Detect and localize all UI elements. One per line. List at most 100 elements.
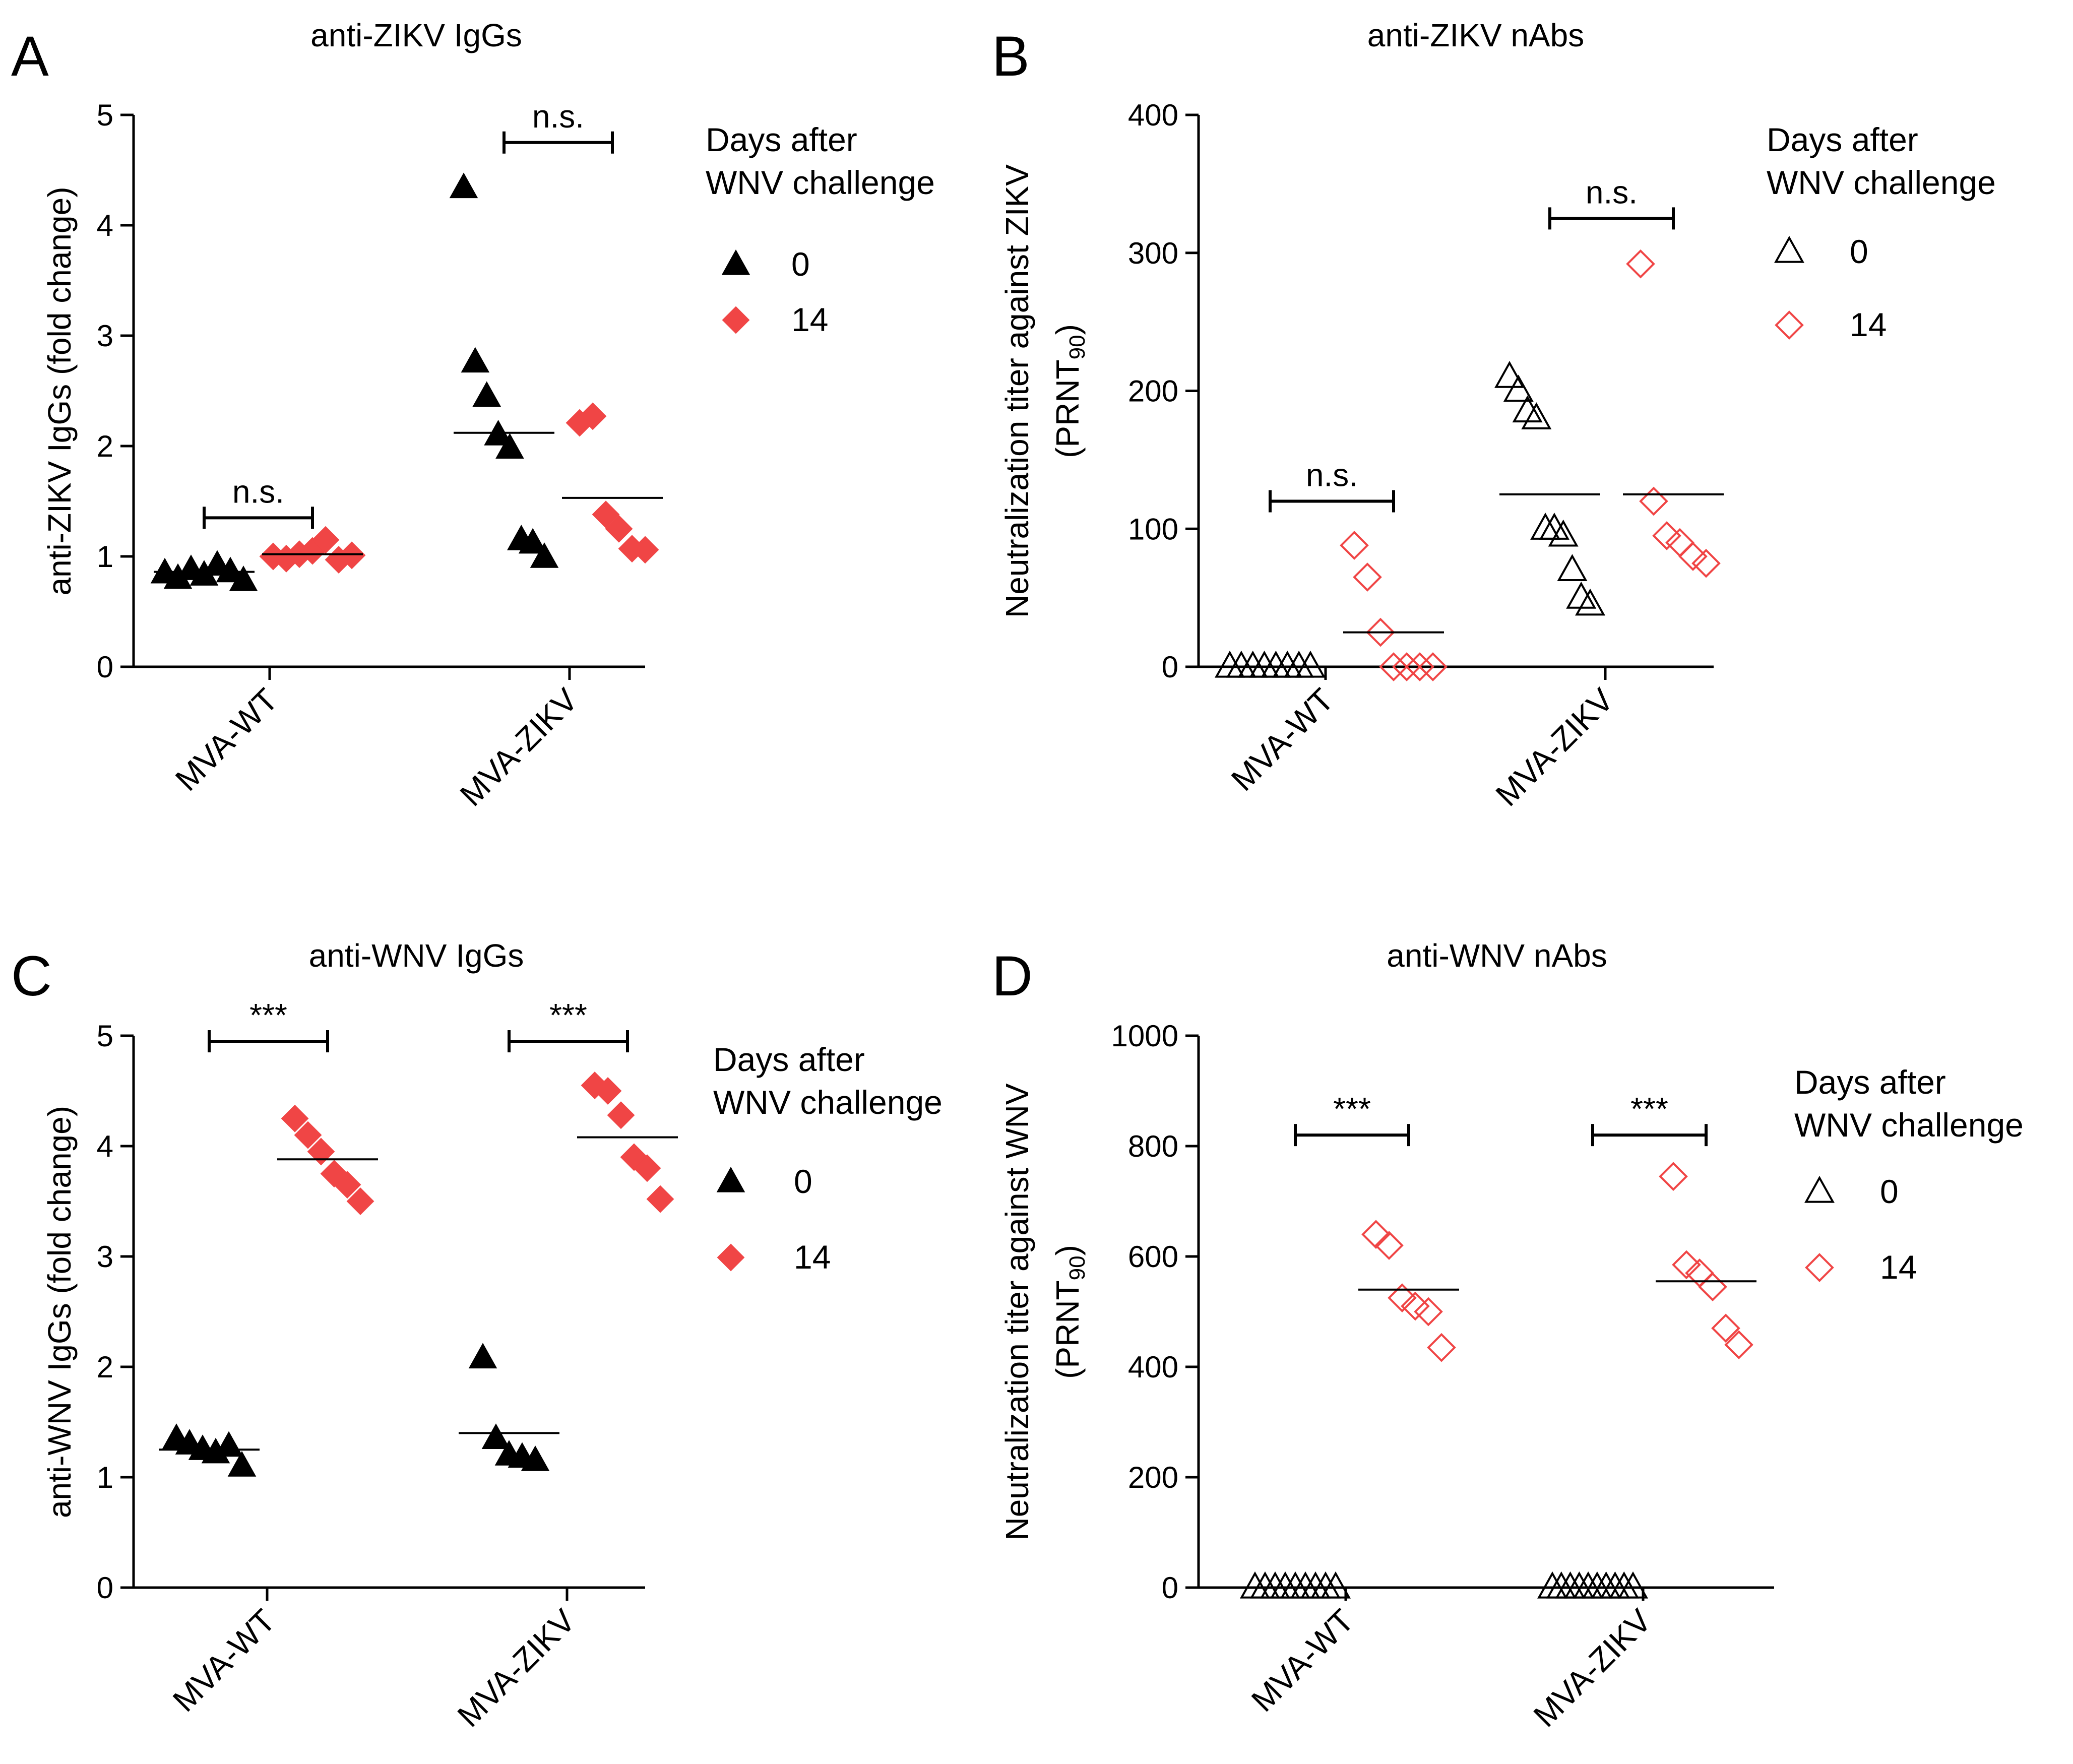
point-day14-mva-zikv <box>1665 528 1694 557</box>
significance-label: *** <box>1333 1091 1371 1127</box>
point-day0-mva-zikv <box>1582 1571 1612 1599</box>
point-day0-mva-wt <box>227 1451 257 1477</box>
significance-bracket <box>208 1030 329 1052</box>
point-day14-mva-zikv <box>1639 486 1668 516</box>
x-category-label: MVA-ZIKV <box>1489 681 1620 813</box>
point-day0-mva-zikv <box>1573 1571 1604 1599</box>
point-day0-mva-zikv <box>521 1445 550 1471</box>
point-day14-mva-zikv <box>579 402 607 430</box>
significance-label: *** <box>249 997 287 1033</box>
legend-marker <box>722 306 750 334</box>
y-tick-label: 5 <box>97 98 113 132</box>
legend-title: Days after <box>713 1041 865 1078</box>
point-day14-mva-wt <box>346 1187 374 1215</box>
point-day14-mva-zikv <box>605 515 633 543</box>
point-day0-mva-zikv <box>1575 588 1606 616</box>
point-day14-mva-wt <box>294 1121 322 1149</box>
point-day0-mva-zikv <box>1600 1571 1630 1599</box>
point-day14-mva-zikv <box>592 500 620 529</box>
significance-label: n.s. <box>1586 174 1638 210</box>
legend-title: Days after <box>1767 121 1918 158</box>
point-day14-mva-wt <box>1366 617 1395 647</box>
y-tick-label: 1 <box>97 540 113 574</box>
point-day14-mva-zikv <box>1659 1162 1688 1191</box>
panel-letter: B <box>992 25 1030 88</box>
y-tick-label: 300 <box>1128 236 1178 270</box>
point-day14-mva-wt <box>1374 1231 1404 1260</box>
legend-title: WNV challenge <box>713 1084 943 1121</box>
legend-marker <box>1774 235 1805 263</box>
point-day14-mva-wt <box>338 541 366 570</box>
legend-label: 14 <box>1850 306 1887 343</box>
legend-marker <box>1804 1175 1835 1203</box>
point-day14-mva-zikv <box>607 1101 635 1129</box>
point-day0-mva-zikv <box>1537 1571 1568 1599</box>
point-day0-mva-zikv <box>449 172 478 199</box>
legend-label: 0 <box>1850 233 1868 270</box>
point-day14-mva-wt <box>1414 1297 1443 1327</box>
y-tick-label: 1 <box>97 1461 113 1494</box>
legend-marker <box>721 249 750 275</box>
point-day0-mva-zikv <box>1539 513 1569 540</box>
y-tick-label: 0 <box>97 650 113 684</box>
y-tick-label: 1000 <box>1111 1019 1178 1053</box>
panel-letter: A <box>11 25 49 88</box>
x-category-label: MVA-WT <box>166 1602 282 1719</box>
point-day14-mva-wt <box>1379 652 1408 681</box>
y-tick-label: 2 <box>97 429 113 463</box>
point-day14-mva-wt <box>1388 1283 1417 1312</box>
significance-label: *** <box>1630 1091 1668 1127</box>
y-axis-title: anti-ZIKV IgGs (fold change) <box>41 186 78 595</box>
legend-label: 0 <box>794 1163 812 1200</box>
y-axis-title: anti-WNV IgGs (fold change) <box>41 1106 78 1518</box>
chart-title: anti-ZIKV nAbs <box>1367 17 1584 53</box>
point-day14-mva-zikv <box>594 1077 622 1105</box>
point-day14-mva-wt <box>1405 652 1434 681</box>
point-day0-mva-zikv <box>530 542 559 568</box>
legend-title: Days after <box>706 121 857 158</box>
y-tick-label: 4 <box>97 209 113 242</box>
point-day0-mva-zikv <box>1591 1571 1621 1599</box>
legend-label: 14 <box>791 301 828 338</box>
point-day0-mva-zikv <box>461 347 490 373</box>
legend-marker <box>1775 310 1804 340</box>
legend-marker <box>1805 1253 1834 1282</box>
y-tick-label: 2 <box>97 1350 113 1384</box>
legend-marker <box>716 1166 745 1192</box>
point-day0-mva-wt <box>216 556 245 583</box>
point-day14-mva-wt <box>1418 652 1448 681</box>
significance-bracket <box>1269 490 1395 513</box>
legend-title: WNV challenge <box>1794 1106 2024 1144</box>
chart-title: anti-ZIKV IgGs <box>310 17 522 53</box>
point-day14-mva-zikv <box>1652 521 1681 550</box>
significance-label: n.s. <box>1306 457 1358 493</box>
significance-bracket <box>203 507 314 529</box>
point-day0-mva-zikv <box>1564 1571 1595 1599</box>
point-day14-mva-zikv <box>633 1154 661 1182</box>
point-day14-mva-wt <box>1361 1220 1391 1249</box>
point-day0-mva-zikv <box>518 528 547 554</box>
x-category-label: MVA-ZIKV <box>1527 1602 1658 1734</box>
point-day0-mva-zikv <box>481 1423 511 1449</box>
point-day14-mva-zikv <box>631 536 659 564</box>
point-day0-mva-zikv <box>468 1343 497 1369</box>
point-day14-mva-wt <box>1392 652 1421 681</box>
point-day0-mva-zikv <box>1609 1571 1640 1599</box>
y-axis-title: Neutralization titer against WNV <box>999 1083 1035 1540</box>
significance-bracket <box>502 131 614 154</box>
point-day0-mva-zikv <box>1546 1571 1577 1599</box>
point-day14-mva-zikv <box>646 1185 674 1213</box>
point-day14-mva-zikv <box>1672 1250 1701 1280</box>
x-category-label: MVA-ZIKV <box>451 1602 582 1734</box>
y-tick-label: 0 <box>97 1571 113 1605</box>
point-day0-mva-wt <box>1320 1571 1351 1599</box>
point-day0-mva-zikv <box>1548 519 1579 547</box>
point-day0-mva-zikv <box>495 433 524 459</box>
x-category-label: MVA-ZIKV <box>453 681 585 813</box>
y-tick-label: 3 <box>97 1240 113 1274</box>
point-day0-mva-zikv <box>1494 361 1525 388</box>
